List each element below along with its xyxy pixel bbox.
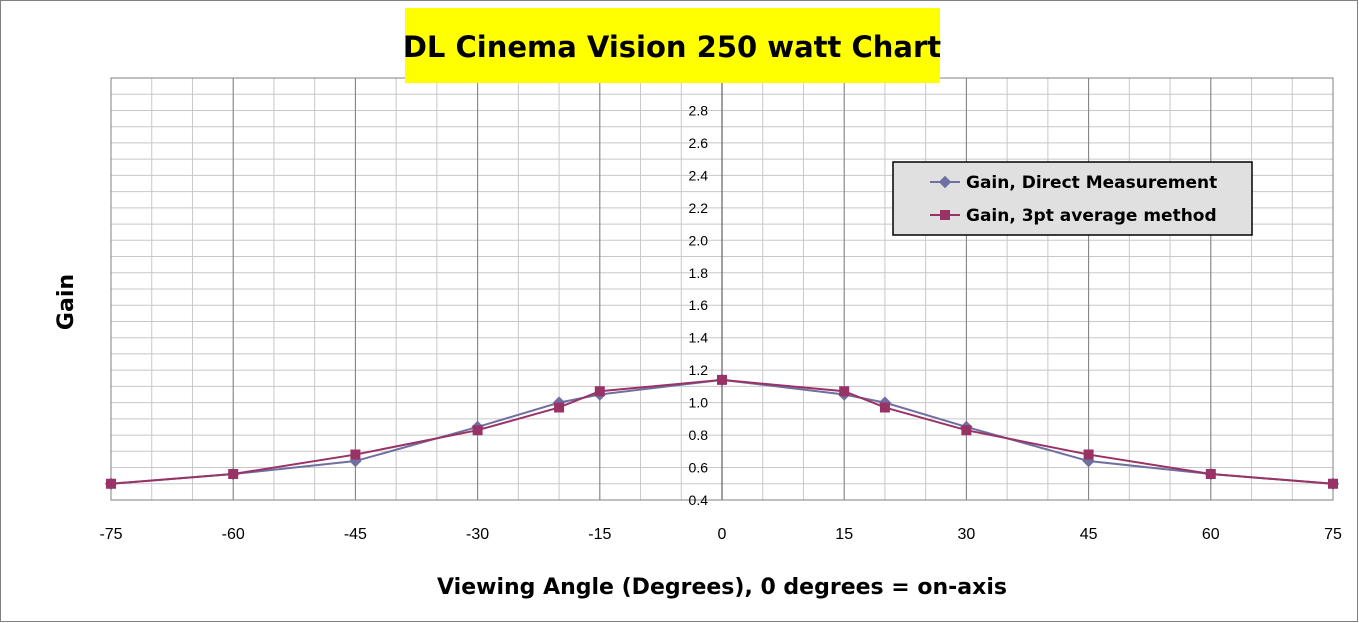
x-axis-tick-labels: -75 -60 -45 -30 -15 0 15 30 45 60 75 [99,526,1342,543]
data-point-3pt-average [1083,449,1094,460]
data-point-3pt-average [228,469,239,480]
legend-label-3pt-average: Gain, 3pt average method [966,206,1217,226]
data-point-3pt-average [1205,469,1216,480]
y-tick-label: 1.6 [689,297,709,313]
data-point-3pt-average [879,402,890,413]
x-tick-label: -60 [222,526,245,543]
data-point-3pt-average [350,449,361,460]
x-tick-label: -15 [588,526,611,543]
data-point-3pt-average [1328,478,1338,489]
y-tick-label: 2.2 [689,200,709,216]
chart-title: DL Cinema Vision 250 watt Chart [403,30,941,64]
y-tick-label: 0.8 [689,427,709,443]
y-tick-label: 1.0 [689,395,709,411]
legend: Gain, Direct Measurement Gain, 3pt avera… [892,161,1253,236]
chart-title-background [405,8,940,83]
x-tick-label: -45 [344,526,367,543]
data-point-3pt-average [961,425,972,436]
y-tick-label: 1.4 [689,330,709,346]
y-tick-label: 2.4 [689,167,709,183]
legend-box [892,161,1253,236]
y-tick-label: 0.4 [689,492,709,508]
x-axis-label: Viewing Angle (Degrees), 0 degrees = on-… [437,575,1007,600]
legend-marker-3pt-average [940,210,950,220]
x-tick-label: -75 [99,526,122,543]
data-point-3pt-average [106,478,116,489]
x-tick-label: 30 [958,526,976,543]
data-point-3pt-average [594,386,605,397]
y-tick-label: 1.8 [689,265,709,281]
x-tick-label: 0 [718,526,727,543]
y-tick-label: 2.0 [689,232,709,248]
data-point-3pt-average [839,386,850,397]
data-point-3pt-average [472,425,483,436]
series-layer [104,373,1340,490]
y-tick-label: 2.6 [689,135,709,151]
data-point-3pt-average [717,374,727,385]
legend-marker-direct-measurement [938,175,952,189]
y-tick-label: 0.6 [689,460,709,476]
x-tick-label: 75 [1324,526,1342,543]
legend-label-direct-measurement: Gain, Direct Measurement [966,173,1217,193]
y-axis-label: Gain [54,274,79,330]
x-tick-label: -30 [466,526,489,543]
x-tick-label: 45 [1080,526,1098,543]
data-point-3pt-average [554,402,565,413]
x-tick-label: 60 [1202,526,1220,543]
y-tick-label: 2.8 [689,102,709,118]
x-tick-label: 15 [835,526,853,543]
y-tick-label: 1.2 [689,362,709,378]
